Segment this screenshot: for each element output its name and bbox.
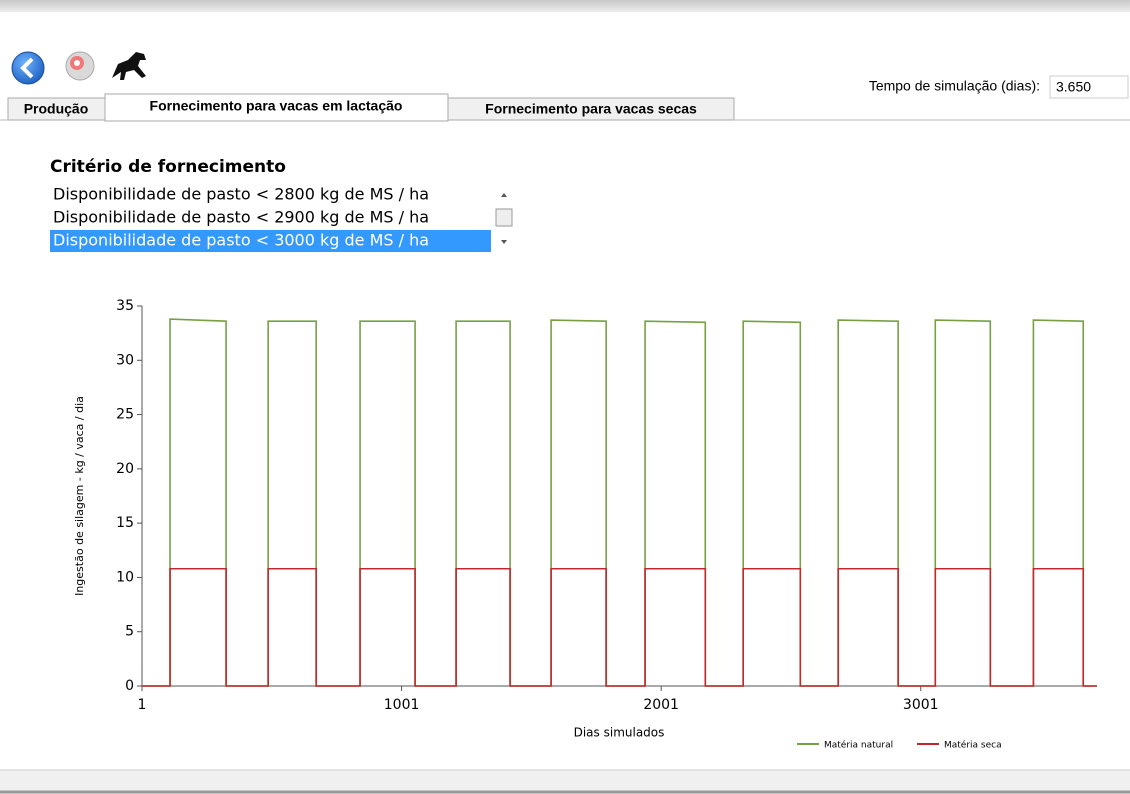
tab[interactable] xyxy=(447,97,735,121)
y-tick-label: 30 xyxy=(116,352,134,368)
x-axis-label: Dias simulados xyxy=(574,726,665,740)
x-tick-label: 3001 xyxy=(903,697,939,713)
series-line xyxy=(142,567,1097,687)
criteria-title: Critério de fornecimento xyxy=(50,157,286,177)
legend-label: Matéria seca xyxy=(944,740,1002,751)
sim-time-input[interactable] xyxy=(1049,75,1129,99)
chart: Ingestão de silagem - kg / vaca / dia Di… xyxy=(73,298,1097,751)
scroll-up[interactable] xyxy=(501,193,507,197)
list-item[interactable]: Disponibilidade de pasto < 3000 kg de MS… xyxy=(53,231,429,250)
listbox: Disponibilidade de pasto < 2800 kg de MS… xyxy=(50,185,513,252)
tab-label: Produção xyxy=(24,101,89,117)
x-tick-label: 1 xyxy=(138,697,147,713)
y-tick-label: 10 xyxy=(116,569,134,585)
y-tick-label: 15 xyxy=(116,515,134,531)
reset-icon[interactable] xyxy=(65,51,95,81)
y-axis-label: Ingestão de silagem - kg / vaca / dia xyxy=(73,396,86,596)
horse-icon[interactable] xyxy=(112,52,146,80)
legend-label: Matéria natural xyxy=(824,740,893,751)
sim-time-value: 3.650 xyxy=(1056,79,1091,95)
y-tick-label: 35 xyxy=(116,298,134,314)
y-tick-label: 0 xyxy=(125,678,134,694)
tab-active[interactable] xyxy=(104,93,449,122)
y-tick-label: 25 xyxy=(116,407,134,423)
y-tick-label: 5 xyxy=(125,624,134,640)
x-tick-label: 2001 xyxy=(643,697,679,713)
status-bar xyxy=(0,770,1130,794)
top-bar xyxy=(0,0,1130,12)
scroll-thumb[interactable] xyxy=(495,208,513,227)
series-line xyxy=(142,318,1097,687)
tab-label: Fornecimento para vacas em lactação xyxy=(150,98,403,114)
x-tick-label: 1001 xyxy=(384,697,420,713)
list-item[interactable]: Disponibilidade de pasto < 2800 kg de MS… xyxy=(53,185,429,204)
list-item[interactable]: Disponibilidade de pasto < 2900 kg de MS… xyxy=(53,208,429,227)
tab-label: Fornecimento para vacas secas xyxy=(485,101,697,117)
y-tick-label: 20 xyxy=(116,461,134,477)
sim-time-label: Tempo de simulação (dias): xyxy=(869,78,1040,94)
back-button[interactable] xyxy=(11,51,45,85)
selection xyxy=(50,230,491,252)
scroll-down[interactable] xyxy=(501,240,507,244)
